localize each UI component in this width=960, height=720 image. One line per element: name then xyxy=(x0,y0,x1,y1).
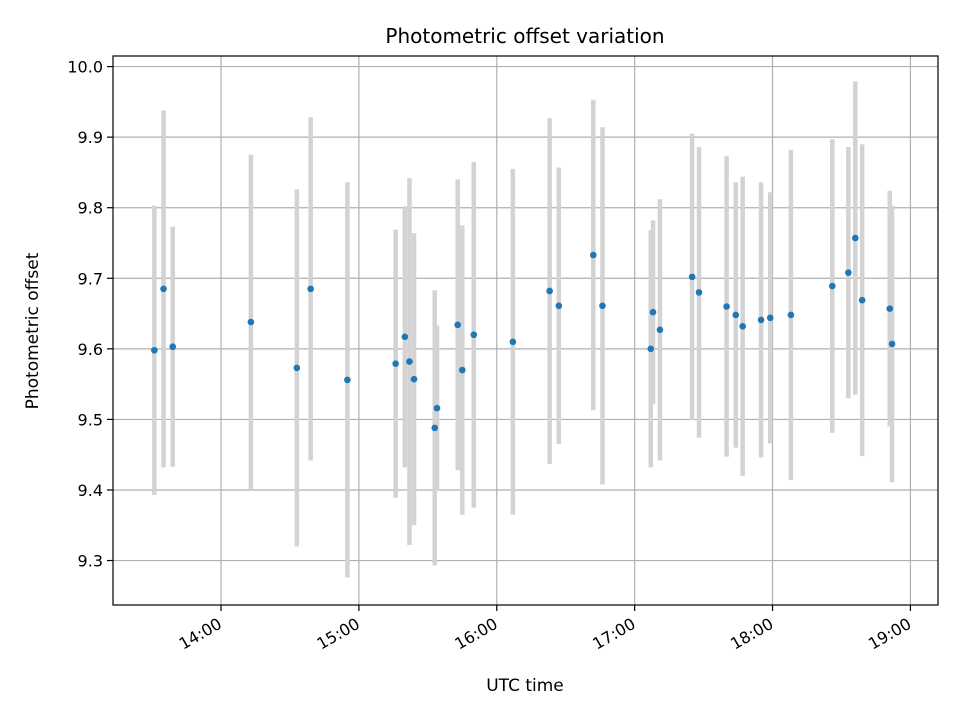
x-tick-label: 16:00 xyxy=(451,614,500,654)
data-point xyxy=(307,285,314,293)
data-point xyxy=(656,326,664,334)
y-tick-label: 10.0 xyxy=(67,58,103,77)
x-tick-label: 15:00 xyxy=(313,614,362,654)
data-point xyxy=(886,305,894,312)
data-point xyxy=(344,376,351,384)
data-point xyxy=(433,404,441,412)
data-point xyxy=(160,285,167,293)
data-point xyxy=(509,338,517,346)
data-point xyxy=(470,331,478,339)
data-point xyxy=(858,296,866,304)
data-point xyxy=(459,366,466,374)
chart-title: Photometric offset variation xyxy=(385,24,664,48)
data-point xyxy=(293,364,301,372)
x-axis-ticks: 14:00 15:00 16:00 17:00 18:00 19:00 xyxy=(176,605,914,654)
y-tick-label: 9.5 xyxy=(78,410,103,429)
data-point xyxy=(151,346,158,354)
data-point xyxy=(695,289,703,296)
y-tick-label: 9.7 xyxy=(78,269,103,288)
data-point xyxy=(723,303,730,310)
data-point xyxy=(454,321,462,329)
y-axis-label: Photometric offset xyxy=(23,252,43,409)
x-tick-label: 18:00 xyxy=(727,614,776,654)
data-point xyxy=(431,424,439,432)
data-point xyxy=(647,345,655,353)
data-point xyxy=(888,340,896,348)
data-point xyxy=(787,311,795,319)
x-tick-label: 19:00 xyxy=(865,614,914,654)
x-tick-label: 14:00 xyxy=(176,614,225,654)
y-tick-label: 9.4 xyxy=(78,481,103,500)
data-point xyxy=(410,375,418,383)
data-point xyxy=(766,314,774,322)
data-point xyxy=(757,316,765,324)
data-point xyxy=(401,333,409,341)
data-point xyxy=(851,234,859,242)
data-point xyxy=(828,282,836,290)
y-tick-label: 9.3 xyxy=(78,552,103,571)
data-point xyxy=(732,311,740,319)
data-points xyxy=(151,234,896,432)
data-point xyxy=(599,302,606,310)
data-point xyxy=(649,308,657,316)
x-tick-label: 17:00 xyxy=(589,614,638,654)
plot-frame xyxy=(112,55,939,606)
data-point xyxy=(546,287,553,295)
y-tick-label: 9.8 xyxy=(78,199,103,218)
x-axis-label: UTC time xyxy=(486,676,564,696)
data-point xyxy=(688,273,696,281)
data-point xyxy=(739,322,746,330)
y-tick-label: 9.9 xyxy=(78,128,103,147)
data-point xyxy=(589,251,597,259)
data-point xyxy=(169,343,177,351)
data-point xyxy=(406,358,413,365)
data-point xyxy=(247,318,255,326)
data-point xyxy=(845,269,852,276)
plot-area xyxy=(113,56,938,605)
y-axis-ticks: 9.3 9.4 9.5 9.6 9.7 9.8 9.9 10.0 xyxy=(67,58,113,571)
y-tick-label: 9.6 xyxy=(78,340,103,359)
data-point xyxy=(555,302,563,310)
data-point xyxy=(392,360,399,367)
